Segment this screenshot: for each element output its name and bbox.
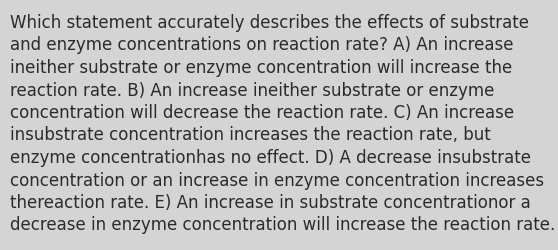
Text: ineither substrate or enzyme concentration will increase the: ineither substrate or enzyme concentrati… bbox=[10, 59, 512, 77]
Text: concentration or an increase in enzyme concentration increases: concentration or an increase in enzyme c… bbox=[10, 171, 544, 189]
Text: decrease in enzyme concentration will increase the reaction rate.: decrease in enzyme concentration will in… bbox=[10, 216, 555, 234]
Text: enzyme concentrationhas no effect. D) A decrease insubstrate: enzyme concentrationhas no effect. D) A … bbox=[10, 148, 531, 166]
Text: insubstrate concentration increases the reaction rate, but: insubstrate concentration increases the … bbox=[10, 126, 490, 144]
Text: concentration will decrease the reaction rate. C) An increase: concentration will decrease the reaction… bbox=[10, 104, 514, 122]
Text: Which statement accurately describes the effects of substrate: Which statement accurately describes the… bbox=[10, 14, 529, 32]
Text: reaction rate. B) An increase ineither substrate or enzyme: reaction rate. B) An increase ineither s… bbox=[10, 81, 494, 99]
Text: and enzyme concentrations on reaction rate? A) An increase: and enzyme concentrations on reaction ra… bbox=[10, 36, 513, 54]
Text: thereaction rate. E) An increase in substrate concentrationor a: thereaction rate. E) An increase in subs… bbox=[10, 193, 531, 211]
